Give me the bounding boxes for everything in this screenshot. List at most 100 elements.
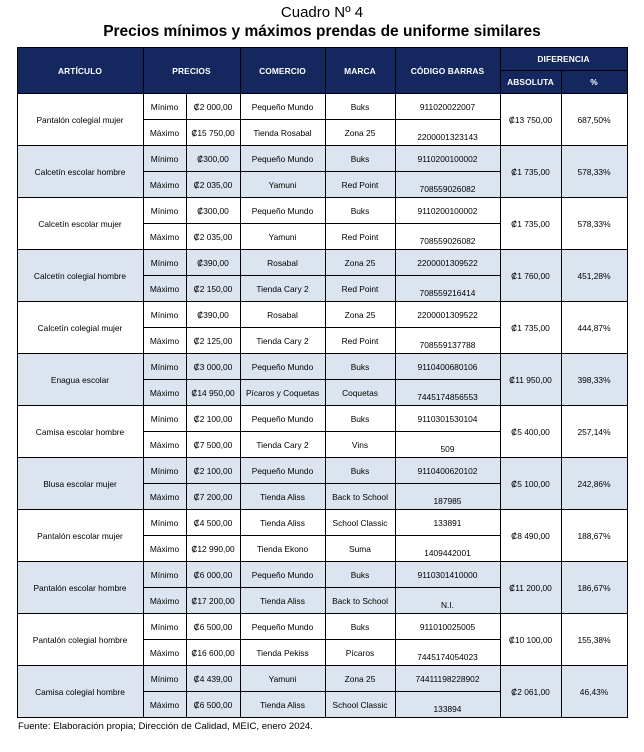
cell-articulo: Pantalón colegial mujer	[16, 93, 144, 146]
cell-comercio-max: Tienda Ekono	[239, 535, 326, 562]
prices-table: ARTÍCULO PRECIOS COMERCIO MARCA CÓDIGO B…	[16, 47, 628, 718]
cell-comercio-min: Pequeño Mundo	[239, 353, 326, 380]
cell-marca-min: Buks	[324, 561, 396, 588]
cell-price-max: ₡17 200,00	[185, 587, 241, 614]
cell-marca-min: Buks	[324, 353, 396, 380]
cell-barcode-max: 2200001323143	[394, 119, 501, 146]
table-row: Máximo ₡2 035,00 Yamuni Red Point 7085590260…	[17, 171, 627, 198]
cell-diferencia-absoluta: ₡2 061,00	[499, 665, 562, 718]
cell-marca-max: Zona 25	[324, 119, 396, 146]
table-row: Máximo ₡6 500,00 Tienda Aliss School Classi…	[17, 691, 627, 718]
cell-price-label-max: Máximo	[142, 587, 187, 614]
cell-marca-min: Zona 25	[324, 665, 396, 692]
cell-barcode-max: 509	[394, 431, 501, 458]
cell-diferencia-absoluta: ₡11 200,00	[499, 561, 562, 614]
cell-price-min: ₡390,00	[185, 301, 241, 328]
cell-barcode-min: 133891	[394, 509, 501, 536]
cell-marca-max: Red Point	[324, 171, 396, 198]
cell-marca-min: Buks	[324, 405, 396, 432]
table-row: Pantalón colegial hombre Mínimo ₡6 500,00 P…	[16, 613, 628, 666]
table-row: Máximo ₡15 750,00 Tienda Rosabal Zona 25 220…	[17, 119, 627, 146]
cell-articulo: Pantalón colegial hombre	[16, 613, 144, 666]
table-row: Máximo ₡2 035,00 Yamuni Red Point 7085590260…	[17, 223, 627, 250]
cell-comercio-max: Tienda Pekiss	[239, 639, 326, 666]
cell-diferencia-absoluta: ₡10 100,00	[499, 613, 562, 666]
cell-marca-min: Buks	[324, 93, 396, 120]
cell-price-label-max: Máximo	[142, 379, 187, 406]
col-header-codigo-barras: CÓDIGO BARRAS	[394, 47, 501, 94]
cell-price-min: ₡390,00	[185, 249, 241, 276]
cell-marca-min: Buks	[324, 457, 396, 484]
cell-price-label-min: Mínimo	[142, 561, 187, 588]
cell-marca-max: Pícaros	[324, 639, 396, 666]
table-row: Pantalón colegial mujer Mínimo ₡2 000,00 Pe…	[16, 93, 628, 146]
source-note: Fuente: Elaboración propia; Dirección de…	[18, 721, 313, 732]
cell-marca-min: School Classic	[324, 509, 396, 536]
cell-price-label-min: Mínimo	[142, 301, 187, 328]
table-row: Máximo ₡12 990,00 Tienda Ekono Suma 14094420…	[17, 535, 627, 562]
table-row: Camisa colegial hombre Mínimo ₡4 439,00 Yam…	[16, 665, 628, 718]
cell-marca-min: Buks	[324, 145, 396, 172]
cell-diferencia-absoluta: ₡11 950,00	[499, 353, 562, 406]
cell-price-min: ₡300,00	[185, 145, 241, 172]
cell-diferencia-absoluta: ₡13 750,00	[499, 93, 562, 146]
cell-comercio-min: Pequeño Mundo	[239, 613, 326, 640]
cell-comercio-max: Tienda Cary 2	[239, 275, 326, 302]
cell-marca-max: Suma	[324, 535, 396, 562]
cell-diferencia-porcentaje: 186,67%	[560, 561, 628, 614]
table-row: Camisa escolar hombre Mínimo ₡2 100,00 Pequ…	[16, 405, 628, 458]
cell-barcode-max: 708559137788	[394, 327, 501, 354]
col-header-diferencia: DIFERENCIA	[499, 47, 628, 71]
cell-diferencia-absoluta: ₡5 400,00	[499, 405, 562, 458]
cell-barcode-min: 2200001309522	[394, 301, 501, 328]
cell-price-max: ₡2 035,00	[185, 171, 241, 198]
table-row: Pantalón escolar mujer Mínimo ₡4 500,00 Tie…	[16, 509, 628, 562]
cell-diferencia-porcentaje: 257,14%	[560, 405, 628, 458]
cell-comercio-max: Pícaros y Coquetas	[239, 379, 326, 406]
cell-barcode-max: 1409442001	[394, 535, 501, 562]
cell-barcode-max: 708559216414	[394, 275, 501, 302]
cell-barcode-min: 74411198228902	[394, 665, 501, 692]
cell-barcode-min: 911020022007	[394, 93, 501, 120]
cell-barcode-max: N.I.	[394, 587, 501, 614]
title-block: Cuadro Nº 4 Precios mínimos y máximos pr…	[0, 0, 644, 42]
cell-price-label-max: Máximo	[142, 119, 187, 146]
cell-comercio-min: Pequeño Mundo	[239, 145, 326, 172]
cell-price-min: ₡4 439,00	[185, 665, 241, 692]
cell-price-max: ₡14 950,00	[185, 379, 241, 406]
cell-price-max: ₡7 200,00	[185, 483, 241, 510]
cell-diferencia-porcentaje: 155,38%	[560, 613, 628, 666]
cell-price-min: ₡2 100,00	[185, 405, 241, 432]
cell-marca-max: Vins	[324, 431, 396, 458]
cell-barcode-min: 9110200100002	[394, 197, 501, 224]
table-row: Blusa escolar mujer Mínimo ₡2 100,00 Pequeñ…	[16, 457, 628, 510]
table-body: Pantalón colegial mujer Mínimo ₡2 000,00 Pe…	[16, 93, 628, 718]
cell-comercio-max: Tienda Aliss	[239, 587, 326, 614]
cell-price-label-min: Mínimo	[142, 613, 187, 640]
cell-comercio-min: Pequeño Mundo	[239, 457, 326, 484]
cell-diferencia-porcentaje: 398,33%	[560, 353, 628, 406]
cell-diferencia-porcentaje: 188,67%	[560, 509, 628, 562]
cell-barcode-max: 7445174856553	[394, 379, 501, 406]
cell-marca-min: Buks	[324, 197, 396, 224]
cell-barcode-min: 9110301530104	[394, 405, 501, 432]
cell-price-min: ₡300,00	[185, 197, 241, 224]
cell-barcode-min: 9110400680106	[394, 353, 501, 380]
cell-comercio-min: Pequeño Mundo	[239, 197, 326, 224]
cell-diferencia-absoluta: ₡1 735,00	[499, 301, 562, 354]
cell-articulo: Calcetín colegial hombre	[16, 249, 144, 302]
cell-price-label-min: Mínimo	[142, 405, 187, 432]
cell-price-label-min: Mínimo	[142, 353, 187, 380]
table-row: Calcetín colegial mujer Mínimo ₡390,00 Rosa…	[16, 301, 628, 354]
table-row: Calcetín colegial hombre Mínimo ₡390,00 Ros…	[16, 249, 628, 302]
cell-diferencia-porcentaje: 687,50%	[560, 93, 628, 146]
cell-comercio-min: Pequeño Mundo	[239, 405, 326, 432]
cell-price-label-max: Máximo	[142, 691, 187, 718]
cell-price-label-max: Máximo	[142, 535, 187, 562]
cell-comercio-min: Pequeño Mundo	[239, 93, 326, 120]
cell-price-max: ₡2 035,00	[185, 223, 241, 250]
cell-articulo: Enagua escolar	[16, 353, 144, 406]
col-header-absoluta: ABSOLUTA	[499, 70, 562, 94]
cell-price-label-max: Máximo	[142, 639, 187, 666]
